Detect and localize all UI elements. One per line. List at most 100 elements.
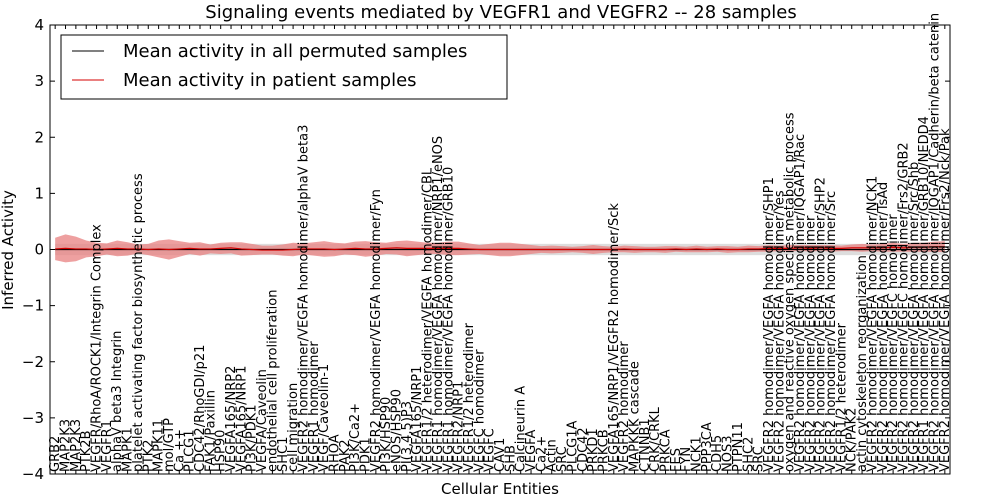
category-label: MAP2K3 (59, 419, 74, 472)
x-axis: GRB2MAP2K3MAP2K3PTK2BVEGFR/RhoA/ROCK1/In… (48, 13, 953, 474)
category-label: FES (669, 448, 684, 472)
category-label: PI3K/PDK1 (245, 405, 260, 473)
plot-area (55, 234, 945, 263)
category-label: VEGFR/RhoA/ROCK1/Integrin Complex (90, 224, 105, 472)
category-label: CDC42 (576, 427, 591, 472)
category-label: alphaV beta3 Integrin (110, 331, 125, 472)
category-label: VEGFR1/2 heterodimer (462, 322, 477, 472)
category-label: VEGFR1 homodimer/VEGFA homodimer/GRB10/N… (917, 116, 932, 472)
category-label: HSP90 (214, 430, 229, 472)
y-tick-label: −1 (22, 297, 44, 315)
category-label: VEGFR2 homodimer/VEGFC homodimer/Frs2/GR… (896, 142, 911, 472)
category-label: PDK1 (359, 437, 374, 472)
category-label: VEGFR2 homodimer/VEGFA homodimer/IQGAP1/… (793, 134, 808, 472)
category-label: FYN (679, 447, 694, 472)
category-label: PPP3CA (700, 422, 715, 472)
category-label: VEGFR2 homodimer/VEGFA homodimer/IQGAP1/… (927, 13, 942, 472)
plot-frame (49, 24, 951, 475)
category-label: PLCG1 (183, 429, 198, 472)
category-label: VEGFR2 homodimer (617, 341, 632, 472)
y-tick-label: 3 (34, 72, 44, 90)
category-label: PTK2 (141, 439, 156, 472)
category-label: MAPK1 (121, 427, 136, 472)
y-tick-label: 1 (34, 184, 44, 202)
category-label: VEGFR2 homodimer/VEGFA homodimer/SHP1 (762, 177, 777, 472)
category-label: CDC42/RhoGDI/p21 (193, 345, 208, 472)
category-label: PI3K/HSP90 (379, 397, 394, 472)
category-label: MAP2K3 (69, 419, 84, 472)
category-label: VEGFR2 homodimer/VEGFA homodimer/Frs2/Nc… (938, 128, 953, 472)
category-label: Actin (545, 439, 560, 472)
category-label: VEGFR2 homodimer/VEGFA homodimer/SHP2 (814, 177, 829, 472)
chart-title: Signaling events mediated by VEGFR1 and … (205, 2, 796, 23)
category-label: PAK2 (338, 439, 353, 472)
category-label: VEGFR1 homodimer (307, 341, 322, 472)
category-label: VEGFR2 homodimer/VEGFA homodimer/Src (824, 191, 839, 472)
category-label: VEGFR2/NRP1 (452, 381, 467, 472)
category-label: MAPKKK cascade (627, 361, 642, 472)
category-label: VEGFR1 homodimer/VEGFA homodimer/GRB10 (441, 167, 456, 472)
category-label: PI(3,4,5)P3 (400, 401, 415, 472)
category-label: VEGFA165/NRP1 (234, 366, 249, 472)
category-label: mol/GTP (162, 418, 177, 472)
category-label: VEGFA165/NRP1 (410, 366, 425, 472)
category-label: SHB (503, 445, 518, 472)
legend-entry-patient: Mean activity in patient samples (123, 70, 417, 91)
series-line-patient (55, 246, 945, 251)
y-tick-label: 2 (34, 128, 44, 146)
x-axis-label: Cellular Entities (441, 480, 559, 498)
y-axis: −4 −3 −2 −1 0 1 2 3 4 (22, 16, 950, 483)
category-label: VEGFR2 homodimer/VEGFA homodimer/Yes (772, 190, 787, 472)
category-label: VEGFA (524, 430, 539, 472)
category-label: Ca2+ (534, 436, 549, 472)
y-axis-label: Inferred Activity (0, 190, 17, 310)
category-label: VEGFC homodimer (472, 349, 487, 472)
category-label: VEGFR1/2 heterodimer (834, 322, 849, 472)
category-label: cell migration (286, 383, 301, 472)
category-label: RHOA (327, 434, 342, 472)
category-label: Ca ++ (172, 429, 187, 472)
category-label: CRK/CRKL (648, 406, 663, 472)
y-tick-label: 4 (34, 16, 44, 34)
category-label: endothelial cell proliferation (265, 290, 280, 473)
category-label: NCK/PAK2 (845, 408, 860, 472)
category-label: actin cytoskeleton reorganization (855, 255, 870, 472)
category-label: VEGFA165/NRP2 (224, 366, 239, 472)
category-label: VEGFR2 homodimer/VEGFA homodimer/TsAd (876, 182, 891, 472)
category-label: platelet activating factor biosynthetic … (131, 173, 146, 472)
y-tick-label: −3 (22, 409, 44, 427)
category-label: PI3K/Ca2+ (348, 403, 363, 472)
patient-confidence-band (55, 234, 945, 263)
category-label: GRB2 (48, 436, 63, 472)
category-label: FAK1/Paxillin (203, 390, 218, 472)
category-label: VEGFR2 homodimer/VEGFA homodimer (803, 215, 818, 472)
category-label: SHC2 (741, 437, 756, 472)
legend-entry-permuted: Mean activity in all permuted samples (123, 41, 467, 62)
category-label: SRC (752, 446, 767, 472)
category-label: CTNNB1 (638, 418, 653, 472)
legend-box (60, 34, 508, 100)
category-label: PRKCA (659, 429, 674, 472)
category-label: VEGFA/Caveolin (255, 369, 270, 472)
category-label: VEGFR2 homodimer/VEGFA homodimer/Src/Shb (907, 162, 922, 472)
category-label: VEGFR2 homodimer/VEGFA homodimer/Fyn (369, 189, 384, 472)
category-label: oxygen and reactive oxygen species metab… (783, 112, 798, 472)
category-label: VEGFR2 homodimer/VEGFA homodimer/NCK1 (865, 176, 880, 472)
category-label: PRKCB (596, 429, 611, 472)
category-label: CAV1 (493, 438, 508, 472)
category-label: VEGF/Caveolin-1 (317, 364, 332, 472)
category-label: Calcineurin A (514, 386, 529, 472)
category-label: SRC (555, 446, 570, 472)
y-tick-label: −2 (22, 353, 44, 371)
y-tick-label: 0 (34, 241, 44, 259)
category-label: VEGFR1 (100, 420, 115, 472)
category-label: eNOS/HSP90 (390, 389, 405, 472)
category-label: VEGFR2 homodimer/VEGFA homodimer/alphaV … (296, 125, 311, 472)
category-label: NCK1 (690, 436, 705, 472)
category-label: PTPN11 (731, 422, 746, 472)
category-label: VEGFR1 homodimer/VEGFA homodimer/NRP1/eN… (431, 136, 446, 472)
category-label: PTK2B (79, 431, 94, 473)
category-label: VEGFA165/NRP1/VEGFR2 homodimer/Sck (607, 203, 622, 472)
category-label: VEGFR1/2 heterodimer/VEGFA homodimer/CBL (421, 167, 436, 472)
